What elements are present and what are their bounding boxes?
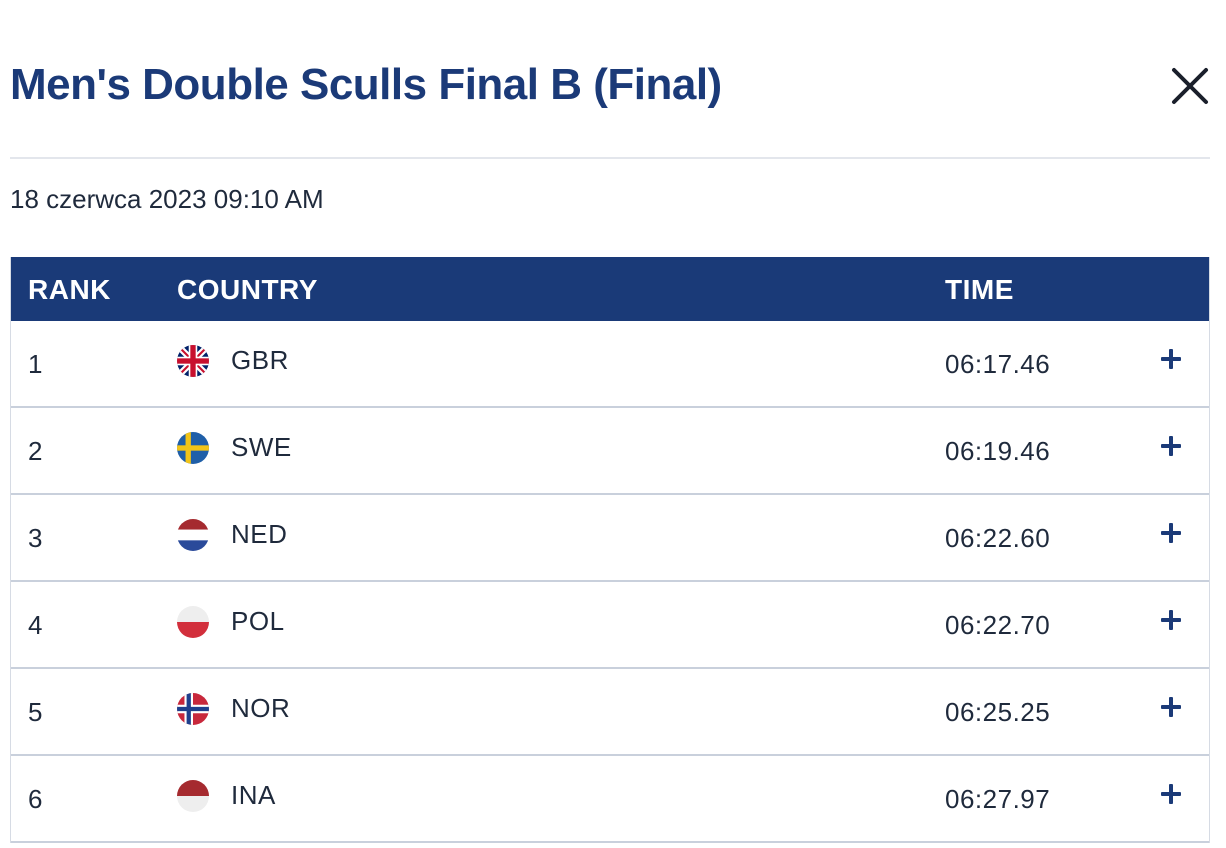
gbr-flag-icon (177, 345, 209, 377)
time-cell: 06:22.70 (945, 610, 1051, 640)
rank-cell: 3 (28, 523, 43, 553)
table-row: 2 SWE 06:19.46 (11, 408, 1209, 495)
plus-icon[interactable] (1159, 608, 1185, 634)
modal-header: Men's Double Sculls Final B (Final) (10, 50, 1210, 124)
table-row: 3 NED 06:22.60 (11, 495, 1209, 582)
plus-icon[interactable] (1159, 521, 1185, 547)
close-button[interactable] (1170, 66, 1210, 106)
table-header: RANK COUNTRY TIME (11, 257, 1209, 321)
plus-icon[interactable] (1159, 434, 1185, 460)
time-cell: 06:25.25 (945, 697, 1051, 727)
country-code: NOR (231, 693, 291, 723)
time-cell: 06:22.60 (945, 523, 1051, 553)
plus-icon[interactable] (1159, 347, 1185, 373)
time-cell: 06:17.46 (945, 349, 1051, 379)
time-cell: 06:27.97 (945, 784, 1051, 814)
event-datetime: 18 czerwca 2023 09:10 AM (10, 184, 324, 214)
ned-flag-icon (177, 519, 209, 551)
column-header-country: COUNTRY (177, 274, 318, 305)
country-code: INA (231, 780, 276, 810)
column-header-rank: RANK (28, 274, 111, 305)
swe-flag-icon (177, 432, 209, 464)
time-cell: 06:19.46 (945, 436, 1051, 466)
country-code: POL (231, 606, 285, 636)
country-code: SWE (231, 432, 292, 462)
table-row: 1 GBR 06:17.46 (11, 321, 1209, 408)
plus-icon[interactable] (1159, 782, 1185, 808)
rank-cell: 6 (28, 784, 43, 814)
column-header-time: TIME (945, 274, 1014, 305)
table-row: 6 INA 06:27.97 (11, 756, 1209, 843)
page-title: Men's Double Sculls Final B (Final) (10, 60, 722, 109)
country-code: NED (231, 519, 288, 549)
nor-flag-icon (177, 693, 209, 725)
plus-icon[interactable] (1159, 695, 1185, 721)
results-table: RANK COUNTRY TIME 1 GBR 06:17.46 2 (10, 257, 1210, 843)
table-row: 4 POL 06:22.70 (11, 582, 1209, 669)
header-divider (10, 157, 1210, 159)
rank-cell: 2 (28, 436, 43, 466)
table-row: 5 NOR 06:25.25 (11, 669, 1209, 756)
rank-cell: 4 (28, 610, 43, 640)
ina-flag-icon (177, 780, 209, 812)
rank-cell: 1 (28, 349, 43, 379)
country-code: GBR (231, 345, 289, 375)
close-icon (1172, 68, 1208, 104)
pol-flag-icon (177, 606, 209, 638)
rank-cell: 5 (28, 697, 43, 727)
